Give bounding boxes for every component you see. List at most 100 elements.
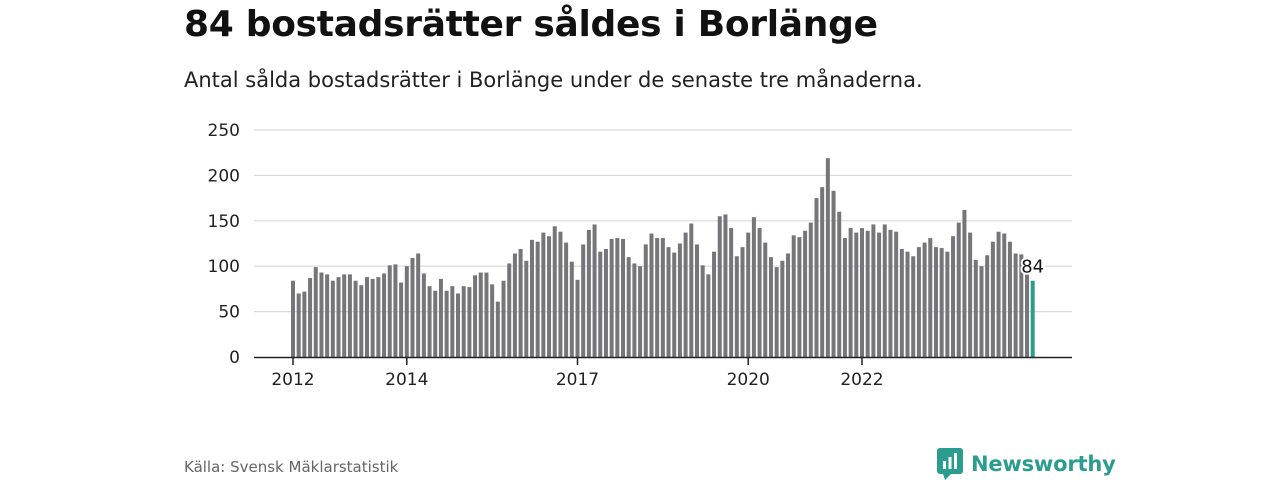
bar	[797, 237, 802, 357]
bar	[706, 274, 711, 357]
bar	[780, 260, 785, 357]
bar	[786, 253, 791, 357]
bar	[393, 264, 398, 357]
bar	[387, 265, 392, 357]
bar	[581, 244, 586, 357]
bar	[723, 214, 728, 357]
bar	[541, 232, 546, 357]
bar	[985, 255, 990, 357]
bar	[512, 253, 517, 357]
bar	[712, 251, 717, 357]
bar	[461, 286, 466, 357]
bar	[427, 286, 432, 357]
y-tick-label: 150	[208, 212, 240, 232]
bar	[1007, 241, 1012, 357]
bar	[649, 233, 654, 357]
bar	[905, 251, 910, 357]
bar	[569, 261, 574, 357]
newsworthy-logo-icon	[937, 448, 963, 480]
bar	[325, 274, 330, 357]
bar	[973, 259, 978, 357]
bar	[353, 280, 358, 357]
bar	[911, 256, 916, 357]
chart-subtitle: Antal sålda bostadsrätter i Borlänge und…	[184, 68, 923, 92]
bar	[598, 251, 603, 357]
bar	[1002, 233, 1007, 357]
bar	[296, 293, 301, 357]
bar	[945, 251, 950, 357]
bar	[979, 266, 984, 357]
bar	[814, 198, 819, 357]
bar	[1013, 253, 1018, 357]
bar	[575, 279, 580, 357]
bar	[666, 247, 671, 357]
bar	[473, 275, 478, 357]
brand-name: Newsworthy	[971, 452, 1116, 476]
bar	[837, 211, 842, 357]
bar	[848, 228, 853, 357]
bar	[621, 238, 626, 357]
bar	[763, 242, 768, 357]
bar	[700, 265, 705, 357]
bar	[450, 286, 455, 357]
bar	[376, 277, 381, 357]
bar	[524, 260, 529, 357]
bar	[603, 248, 608, 357]
bar	[330, 280, 335, 357]
bar	[416, 253, 421, 357]
bar	[871, 224, 876, 357]
bar	[996, 231, 1001, 357]
bar	[757, 228, 762, 357]
bar	[990, 241, 995, 357]
bar	[370, 278, 375, 357]
bar	[956, 222, 961, 357]
bar	[1019, 254, 1024, 357]
bar	[746, 232, 751, 357]
bar	[586, 229, 591, 357]
brand-logo[interactable]: Newsworthy	[937, 448, 1116, 480]
y-tick-label: 100	[208, 257, 240, 277]
bar	[421, 273, 426, 357]
bar	[399, 282, 404, 357]
bar	[410, 258, 415, 357]
bar-chart: 0 50 100 150 200 250 2012 2014 2017 2020 2022 84	[208, 121, 1072, 390]
bar	[535, 241, 540, 357]
x-tick-label: 2012	[271, 370, 314, 390]
bar	[478, 272, 483, 357]
bar	[894, 231, 899, 357]
bar	[933, 247, 938, 357]
bar	[888, 229, 893, 357]
bar	[751, 217, 756, 357]
x-tick-label: 2017	[556, 370, 599, 390]
bar	[803, 230, 808, 357]
bar	[808, 222, 813, 357]
x-tick-label: 2014	[385, 370, 428, 390]
bar	[694, 244, 699, 357]
bar	[529, 239, 534, 357]
bar	[308, 278, 313, 357]
y-tick-label: 200	[208, 166, 240, 186]
bar	[347, 274, 352, 357]
bar	[791, 235, 796, 357]
bar	[655, 238, 660, 357]
bar	[882, 224, 887, 357]
bar	[444, 290, 449, 357]
bar	[558, 231, 563, 357]
bar	[456, 293, 461, 357]
bar	[467, 287, 472, 357]
bar	[922, 242, 927, 357]
bar	[928, 238, 933, 357]
bar	[364, 277, 369, 357]
bar	[860, 228, 864, 357]
bar	[302, 291, 307, 357]
bar	[319, 272, 324, 357]
chart-title: 84 bostadsrätter såldes i Borlänge	[184, 4, 878, 45]
bar	[609, 238, 614, 357]
bar	[638, 266, 643, 357]
bar	[729, 228, 734, 357]
bar	[438, 278, 443, 357]
bar	[632, 263, 637, 357]
bar	[626, 257, 631, 357]
bar-highlight	[1030, 280, 1035, 357]
bar	[518, 248, 523, 357]
